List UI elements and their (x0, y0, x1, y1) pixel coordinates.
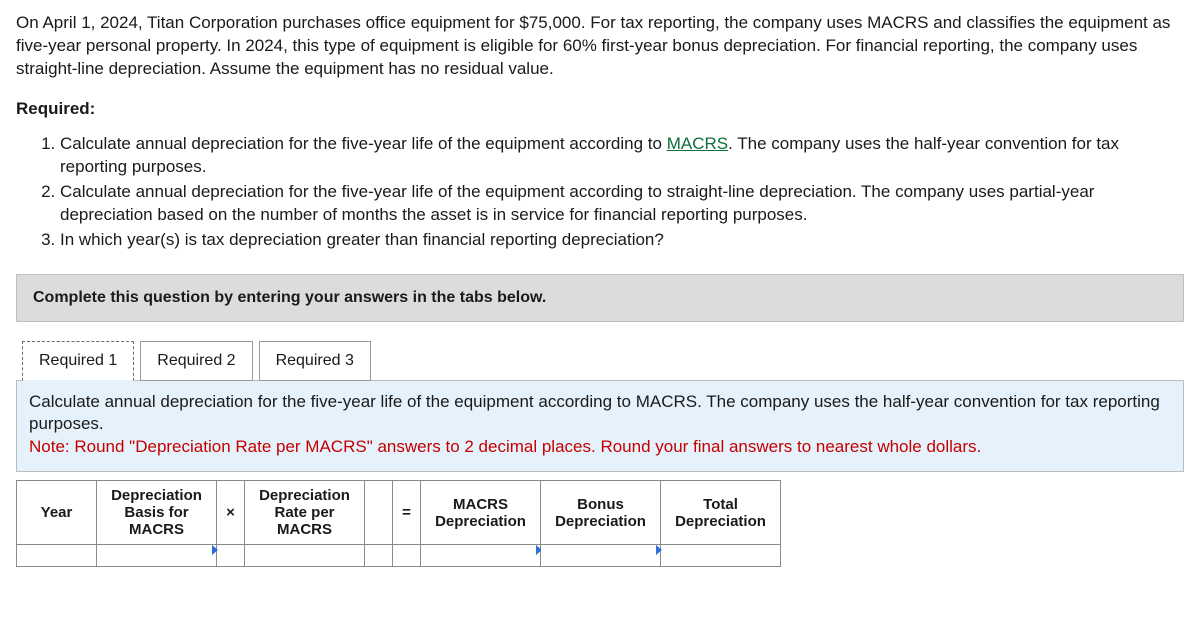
tab-required-3[interactable]: Required 3 (259, 341, 371, 381)
cell-times-1 (217, 545, 245, 567)
requirement-2: Calculate annual depreciation for the fi… (60, 181, 1184, 227)
col-equals: = (393, 481, 421, 545)
tab-pane-required-1: Calculate annual depreciation for the fi… (16, 380, 1184, 473)
cell-bonus-1[interactable] (541, 545, 661, 567)
col-bonus: Bonus Depreciation (541, 481, 661, 545)
cell-equals-1 (393, 545, 421, 567)
tab-required-2[interactable]: Required 2 (140, 341, 252, 381)
requirement-1-pre: Calculate annual depreciation for the fi… (60, 134, 667, 153)
problem-statement: On April 1, 2024, Titan Corporation purc… (16, 12, 1184, 81)
cell-total-1[interactable] (661, 545, 781, 567)
requirement-3: In which year(s) is tax depreciation gre… (60, 229, 1184, 252)
col-rate: Depreciation Rate per MACRS (245, 481, 365, 545)
col-year: Year (17, 481, 97, 545)
col-basis: Depreciation Basis for MACRS (97, 481, 217, 545)
cell-macrs-1[interactable] (421, 545, 541, 567)
tabs-row: Required 1 Required 2 Required 3 (22, 340, 1184, 380)
col-equals-spacer (365, 481, 393, 545)
required-heading: Required: (16, 99, 1184, 119)
cell-eqsp-1 (365, 545, 393, 567)
tab-required-1[interactable]: Required 1 (22, 341, 134, 381)
macrs-table: Year Depreciation Basis for MACRS × Depr… (16, 480, 781, 567)
col-total: Total Depreciation (661, 481, 781, 545)
cell-year-1[interactable] (17, 545, 97, 567)
col-times: × (217, 481, 245, 545)
cell-rate-1[interactable] (245, 545, 365, 567)
macrs-link[interactable]: MACRS (667, 134, 728, 153)
cell-basis-1[interactable] (97, 545, 217, 567)
requirements-list: Calculate annual depreciation for the fi… (16, 133, 1184, 252)
table-row (17, 545, 781, 567)
col-macrs: MACRS Depreciation (421, 481, 541, 545)
pane-instruction: Calculate annual depreciation for the fi… (29, 391, 1171, 437)
instruction-bar: Complete this question by entering your … (16, 274, 1184, 322)
table-header-row: Year Depreciation Basis for MACRS × Depr… (17, 481, 781, 545)
requirement-1: Calculate annual depreciation for the fi… (60, 133, 1184, 179)
pane-note: Note: Round "Depreciation Rate per MACRS… (29, 436, 1171, 459)
